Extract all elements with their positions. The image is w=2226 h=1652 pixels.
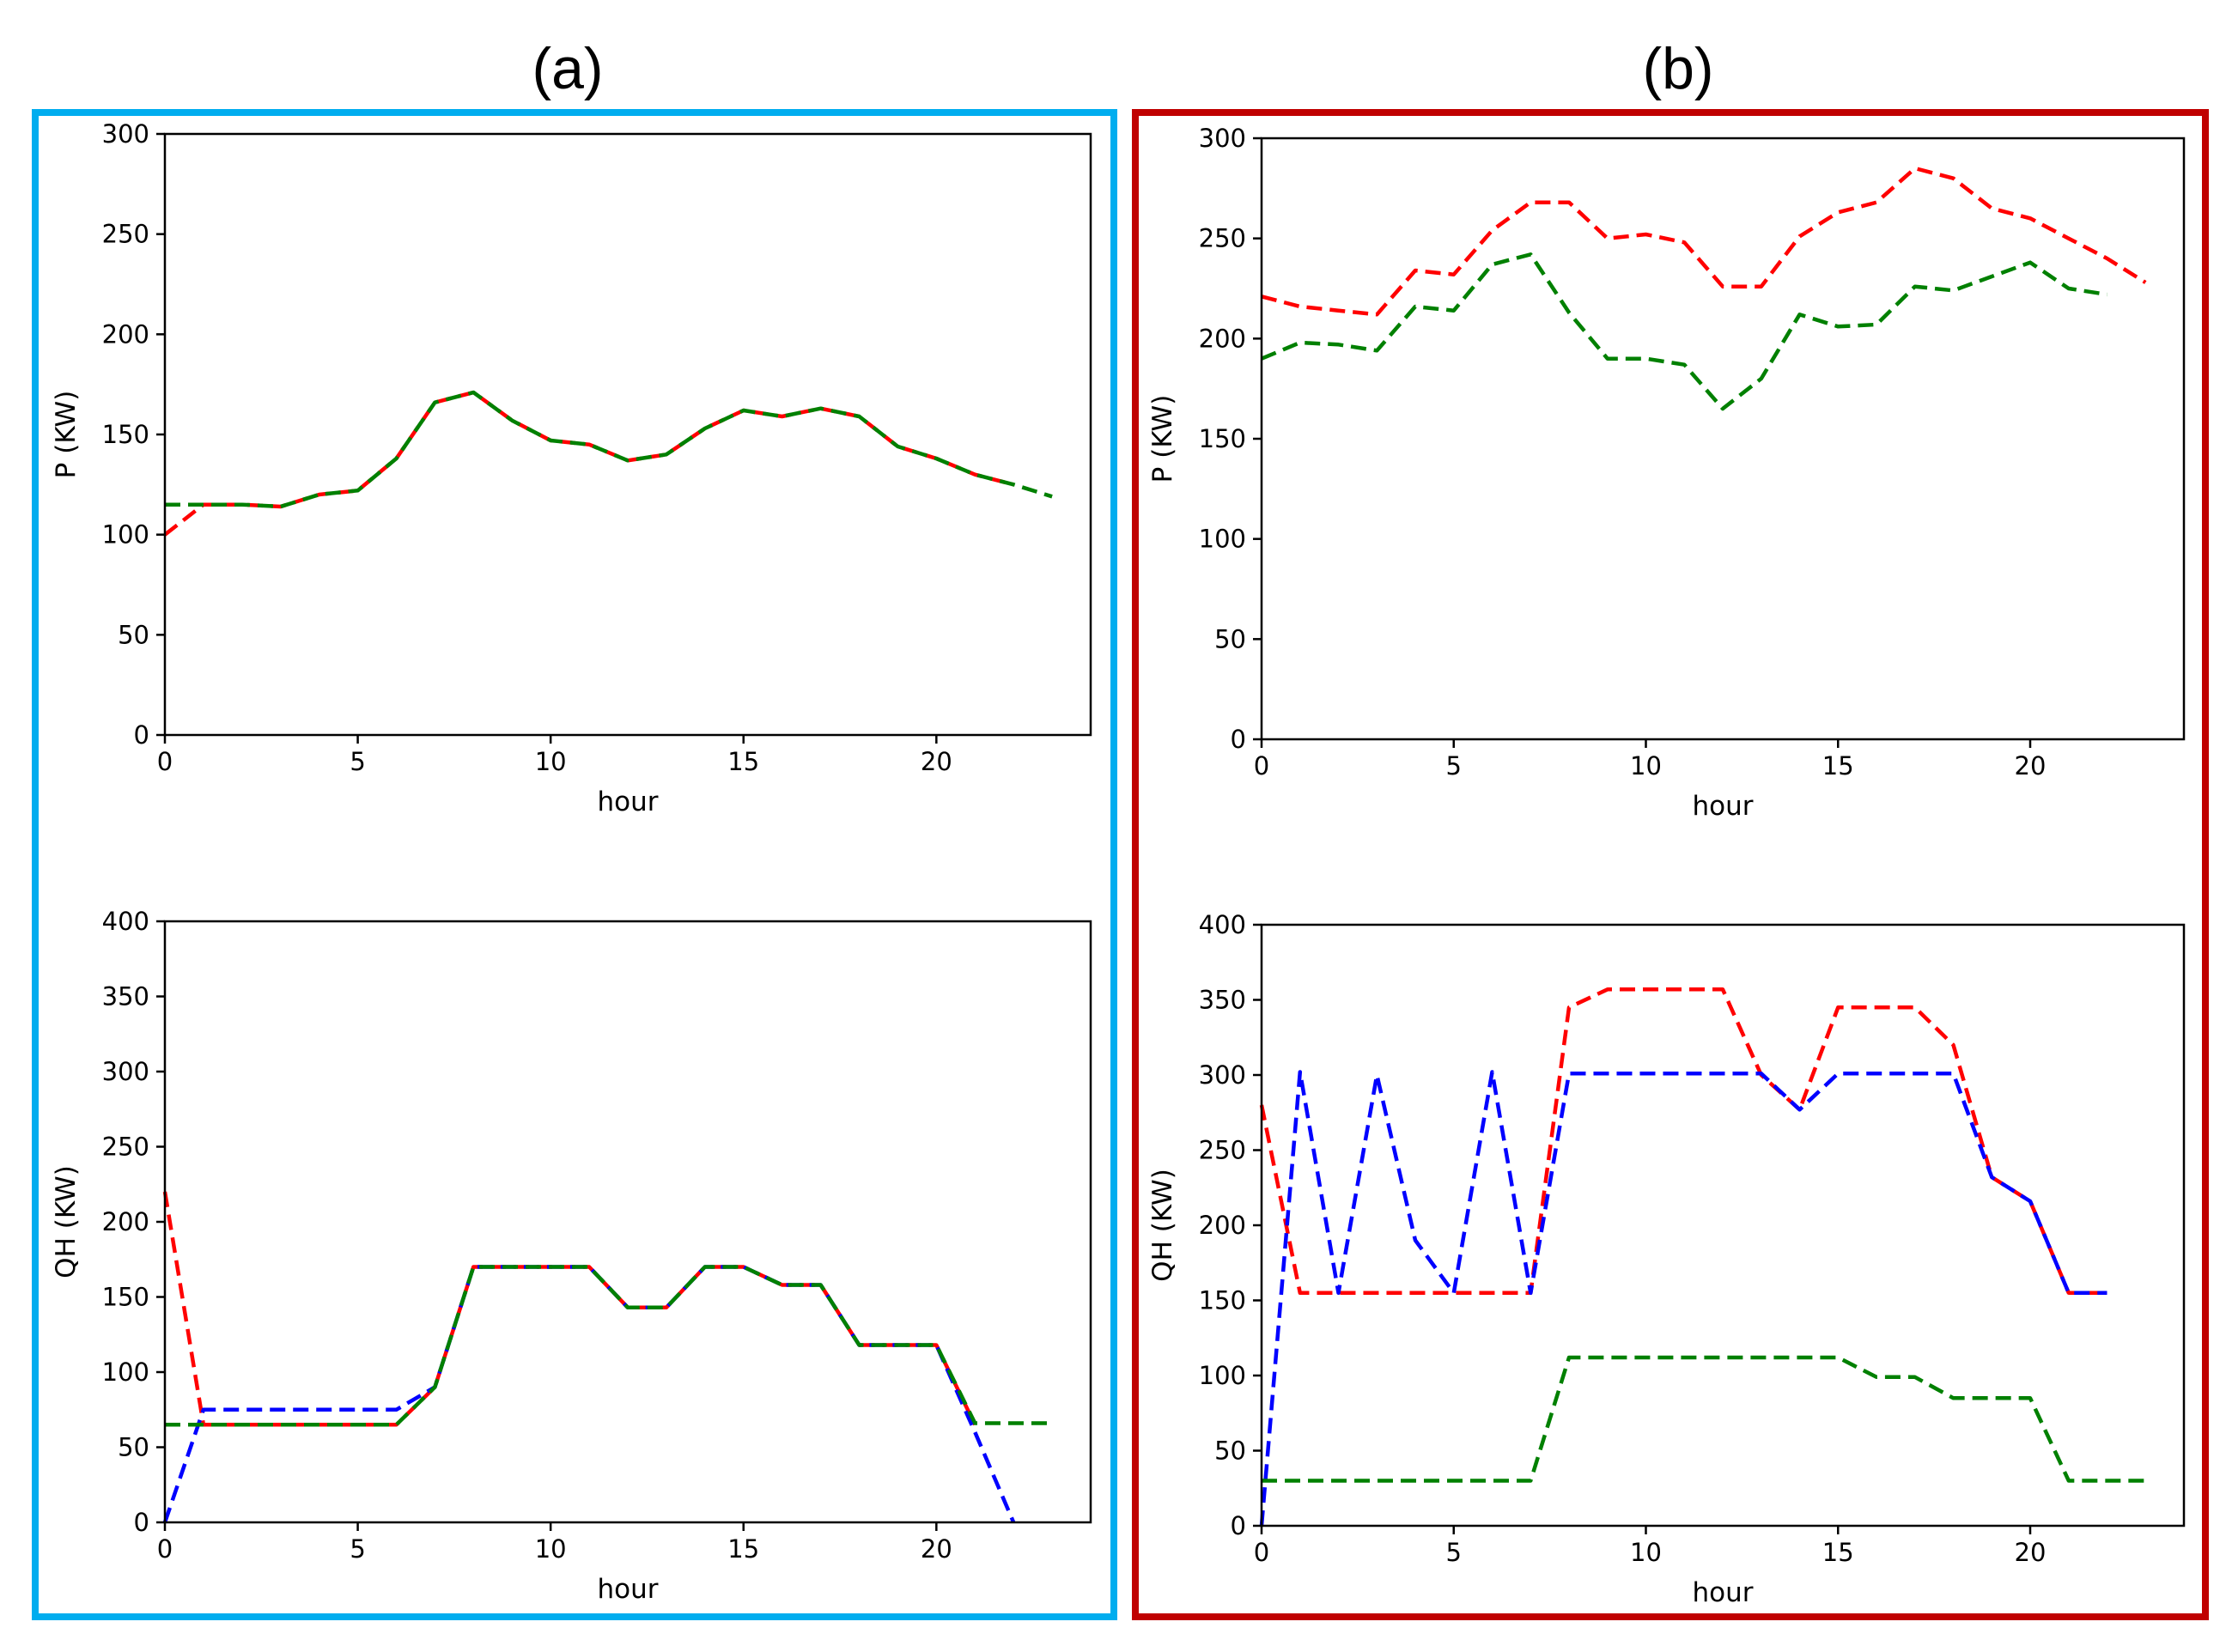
b-top-ytick-label: 250 <box>1199 224 1246 253</box>
b-bottom-xtick-label: 0 <box>1254 1538 1269 1567</box>
b-top-xtick-label: 10 <box>1630 751 1662 780</box>
a-bottom-ylabel: QH (KW) <box>51 1165 82 1278</box>
b-bottom-xtick-label: 20 <box>2015 1538 2047 1567</box>
panel-a-title: (a) <box>532 36 603 101</box>
b-bottom-series-green <box>1262 1355 2146 1483</box>
a-bottom-xtick-label: 10 <box>535 1534 567 1564</box>
b-bottom-ytick-label: 150 <box>1199 1286 1246 1315</box>
a-bottom-ytick-label: 250 <box>102 1133 149 1162</box>
b-bottom-ytick-label: 50 <box>1214 1436 1246 1466</box>
a-top-ytick-label: 50 <box>118 620 149 649</box>
a-bottom-series-green <box>165 1265 1053 1427</box>
b-top-series-green <box>1261 252 2107 411</box>
a-top-xlabel: hour <box>597 787 658 817</box>
b-top-xlabel: hour <box>1692 791 1753 822</box>
a-bottom-ytick-label: 0 <box>134 1508 149 1537</box>
a-top-ytick-label: 250 <box>102 220 149 249</box>
b-bottom-series-red <box>1259 987 2107 1296</box>
a-bottom-ytick-label: 400 <box>102 907 149 936</box>
b-bottom-ytick-label: 250 <box>1199 1136 1246 1165</box>
b-bottom-ylabel: QH (KW) <box>1147 1169 1178 1282</box>
b-top-xtick-label: 20 <box>2015 751 2047 780</box>
a-bottom-xtick-label: 15 <box>727 1534 759 1564</box>
b-top-ytick-label: 0 <box>1231 725 1246 754</box>
b-bottom-xtick-label: 15 <box>1822 1538 1854 1567</box>
a-top-xtick-label: 0 <box>157 747 173 776</box>
b-bottom-xtick-label: 5 <box>1446 1538 1462 1567</box>
b-top-ytick-label: 300 <box>1199 124 1246 153</box>
a-top-ytick-label: 150 <box>102 420 149 449</box>
a-top-ylabel: P (KW) <box>51 391 82 479</box>
a-bottom-ytick-label: 200 <box>102 1207 149 1236</box>
b-top-xtick-label: 15 <box>1822 751 1854 780</box>
b-top-ytick-label: 50 <box>1214 624 1246 653</box>
a-top-series-green <box>165 390 1053 509</box>
b-bottom-ytick-label: 0 <box>1231 1511 1246 1540</box>
b-bottom-xtick-label: 10 <box>1630 1538 1662 1567</box>
panel-b-title: (b) <box>1642 36 1713 101</box>
a-bottom-xtick-label: 0 <box>157 1534 173 1564</box>
a-bottom-xtick-label: 5 <box>350 1534 365 1564</box>
a-top-xtick-label: 5 <box>350 747 365 776</box>
a-bottom-ytick-label: 300 <box>102 1057 149 1086</box>
b-bottom-ytick-label: 200 <box>1199 1211 1246 1240</box>
panel-b-border <box>1132 109 2209 1620</box>
b-top-ytick-label: 200 <box>1199 324 1246 353</box>
a-top-xtick-label: 20 <box>921 747 952 776</box>
b-bottom-ytick-label: 400 <box>1199 910 1246 939</box>
b-top-ylabel: P (KW) <box>1147 395 1178 483</box>
b-bottom-series-blue <box>1259 1070 2107 1527</box>
a-top-xtick-label: 15 <box>727 747 759 776</box>
a-top-xtick-label: 10 <box>535 747 567 776</box>
a-bottom-ytick-label: 100 <box>102 1357 149 1387</box>
b-top-xtick-label: 5 <box>1446 751 1462 780</box>
a-top-ytick-label: 300 <box>102 119 149 149</box>
b-bottom-ytick-label: 100 <box>1199 1361 1246 1390</box>
a-bottom-xtick-label: 20 <box>921 1534 952 1564</box>
a-top-ytick-label: 100 <box>102 520 149 550</box>
a-top-ytick-label: 0 <box>134 720 149 750</box>
b-top-xtick-label: 0 <box>1254 751 1269 780</box>
b-bottom-xlabel: hour <box>1692 1577 1753 1608</box>
b-top-series-red <box>1261 166 2147 317</box>
a-bottom-xlabel: hour <box>597 1574 658 1605</box>
a-top-ytick-label: 200 <box>102 319 149 349</box>
a-bottom-ytick-label: 50 <box>118 1433 149 1462</box>
b-top-ytick-label: 150 <box>1199 424 1246 453</box>
b-top-ytick-label: 100 <box>1199 525 1246 554</box>
a-bottom-ytick-label: 350 <box>102 982 149 1011</box>
b-bottom-ytick-label: 300 <box>1199 1060 1246 1090</box>
a-bottom-ytick-label: 150 <box>102 1283 149 1312</box>
b-bottom-ytick-label: 350 <box>1199 986 1246 1015</box>
panel-a-border <box>32 109 1117 1620</box>
